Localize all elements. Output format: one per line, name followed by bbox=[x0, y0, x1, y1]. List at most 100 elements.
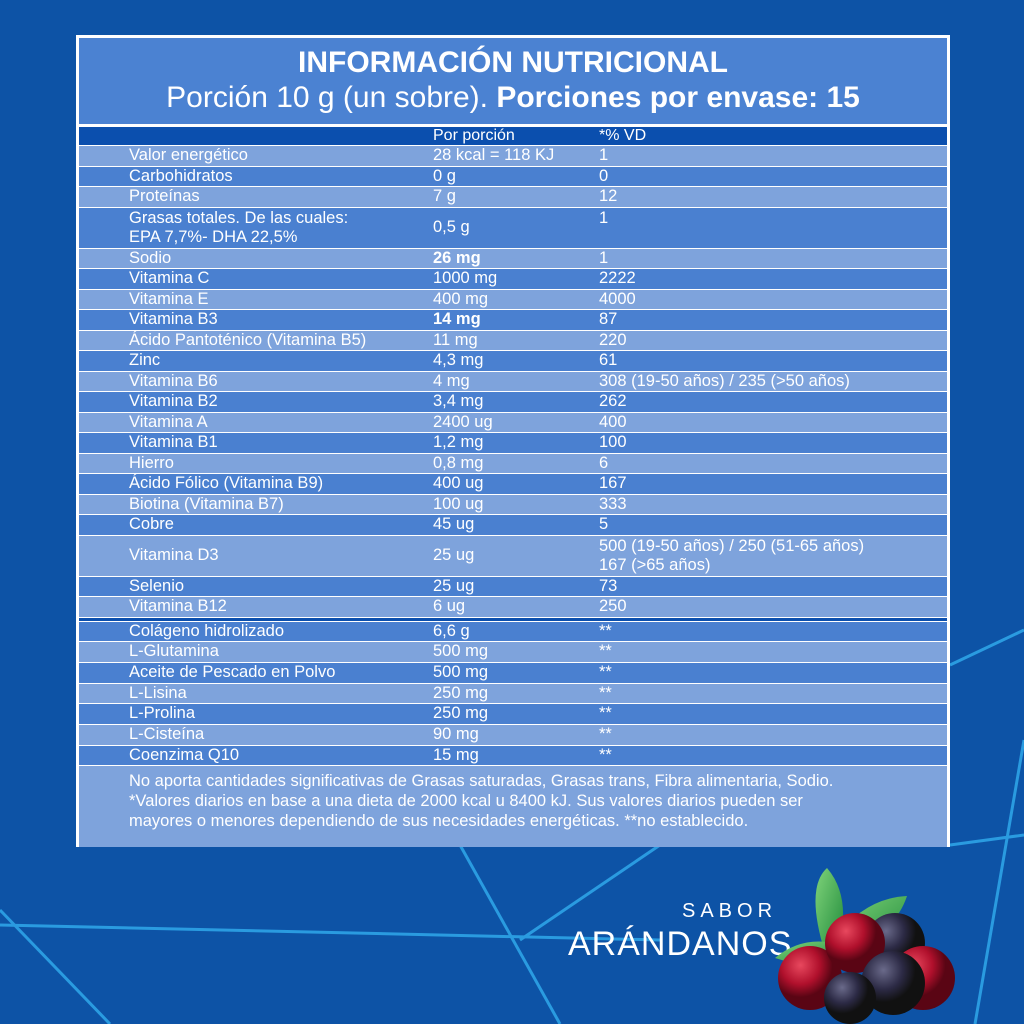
nutrient-value: 3,4 mg bbox=[433, 392, 484, 410]
nutrient-value: 6,6 g bbox=[433, 621, 470, 640]
nutrient-name: Grasas totales. De las cuales: EPA 7,7%-… bbox=[129, 208, 349, 246]
nutrient-name: L-Cisteína bbox=[129, 724, 205, 743]
daily-value: 308 (19-50 años) / 235 (>50 años) bbox=[599, 371, 850, 390]
nutrient-value: 250 mg bbox=[433, 683, 489, 702]
daily-value: ** bbox=[599, 642, 612, 661]
nutrient-value: 4,3 mg bbox=[433, 351, 484, 369]
nutrient-value: 26 mg bbox=[433, 248, 481, 267]
daily-value: ** bbox=[599, 724, 612, 743]
nutrient-name: Vitamina B6 bbox=[129, 371, 218, 390]
nutrient-value: 7 g bbox=[433, 187, 456, 205]
table-row: Selenio 25 ug 73 bbox=[79, 575, 947, 596]
nutrient-value: 100 ug bbox=[433, 494, 484, 513]
servings-text: Porciones por envase: 15 bbox=[496, 81, 860, 114]
daily-value: ** bbox=[599, 662, 612, 681]
table-row: Vitamina B12 6 ug 250 bbox=[79, 596, 947, 617]
nutrition-label: INFORMACIÓN NUTRICIONAL Porción 10 g (un… bbox=[76, 35, 950, 848]
nutrient-name: Carbohidratos bbox=[129, 166, 233, 185]
daily-value: ** bbox=[599, 704, 612, 723]
daily-value: 400 bbox=[599, 412, 627, 431]
nutrient-value: 90 mg bbox=[433, 724, 479, 743]
table-row: L-Lisina 250 mg ** bbox=[79, 682, 947, 704]
table-row: Vitamina B3 14 mg 87 bbox=[79, 309, 947, 330]
flavor-name: ARÁNDANOS bbox=[568, 925, 793, 963]
footnote-line: No aporta cantidades significativas de G… bbox=[129, 772, 834, 791]
table-row: Sodio 26 mg 1 bbox=[79, 247, 947, 268]
nutrient-value: 500 mg bbox=[433, 642, 489, 661]
nutrient-value: 28 kcal = 118 KJ bbox=[433, 146, 555, 164]
daily-value: ** bbox=[599, 745, 612, 764]
daily-value: 73 bbox=[599, 576, 618, 595]
table-row: L-Glutamina 500 mg ** bbox=[79, 641, 947, 662]
nutrient-value: 25 ug bbox=[433, 545, 475, 564]
nutrient-name: Vitamina C bbox=[129, 269, 210, 287]
nutrient-value: 14 mg bbox=[433, 310, 481, 328]
nutrient-value: 250 mg bbox=[433, 704, 489, 723]
daily-value: 0 bbox=[599, 166, 609, 185]
table-row: L-Prolina 250 mg ** bbox=[79, 703, 947, 724]
daily-value: ** bbox=[599, 621, 612, 640]
footnote-line: *Valores diarios en base a una dieta de … bbox=[129, 792, 803, 811]
label-title: INFORMACIÓN NUTRICIONAL bbox=[298, 46, 728, 79]
table-row: Colágeno hidrolizado 6,6 g ** bbox=[79, 620, 947, 642]
nutrient-value: 0,8 mg bbox=[433, 453, 484, 472]
nutrient-value: 500 mg bbox=[433, 662, 489, 681]
nutrient-name: Valor energético bbox=[129, 146, 248, 164]
daily-value: 12 bbox=[599, 187, 618, 205]
table-row: Biotina (Vitamina B7) 100 ug 333 bbox=[79, 493, 947, 514]
daily-value: 333 bbox=[599, 494, 627, 513]
nutrient-name: Vitamina B12 bbox=[129, 597, 227, 615]
footnotes: No aporta cantidades significativas de G… bbox=[79, 765, 947, 848]
berries-illustration-icon bbox=[775, 868, 955, 1024]
nutrient-value: 15 mg bbox=[433, 745, 479, 764]
table-row: Ácido Fólico (Vitamina B9) 400 ug 167 bbox=[79, 473, 947, 494]
table-row: Zinc 4,3 mg 61 bbox=[79, 350, 947, 371]
table-row: Vitamina B2 3,4 mg 262 bbox=[79, 391, 947, 412]
daily-value: 87 bbox=[599, 310, 618, 328]
nutrient-value: 2400 ug bbox=[433, 412, 493, 431]
daily-value: 5 bbox=[599, 515, 609, 533]
table-row: Vitamina D3 25 ug 500 (19-50 años) / 250 (… bbox=[79, 534, 947, 576]
daily-value: 4000 bbox=[599, 289, 636, 308]
nutrient-name: Aceite de Pescado en Polvo bbox=[129, 662, 336, 681]
flavor-prefix: SABOR bbox=[682, 900, 778, 922]
table-row: L-Cisteína 90 mg ** bbox=[79, 723, 947, 745]
table-row: Vitamina E 400 mg 4000 bbox=[79, 288, 947, 309]
nutrient-value: 4 mg bbox=[433, 371, 470, 390]
nutrient-value: 45 ug bbox=[433, 515, 475, 533]
table-row: Vitamina B6 4 mg 308 (19-50 años) / 235 (>… bbox=[79, 370, 947, 391]
daily-value: 61 bbox=[599, 351, 618, 369]
vd-header: *% VD bbox=[599, 127, 647, 144]
nutrient-name: Ácido Pantoténico (Vitamina B5) bbox=[129, 330, 367, 349]
daily-value: 1 bbox=[599, 208, 609, 227]
nutrient-value: 11 mg bbox=[433, 330, 478, 349]
supplement-table: Colágeno hidrolizado 6,6 g ** L-Glutamina 50… bbox=[79, 620, 947, 766]
daily-value: 1 bbox=[599, 146, 609, 164]
table-row: Vitamina C 1000 mg 2222 bbox=[79, 268, 947, 289]
table-row: Valor energético 28 kcal = 118 KJ 1 bbox=[79, 145, 947, 166]
footnote-line: mayores o menores dependiendo de sus nec… bbox=[129, 812, 749, 831]
nutrient-name: Selenio bbox=[129, 576, 185, 595]
table-row: Ácido Pantoténico (Vitamina B5) 11 mg 220 bbox=[79, 329, 947, 350]
per-portion-header: Por porción bbox=[433, 127, 515, 144]
daily-value: 1 bbox=[599, 248, 609, 267]
nutrient-value: 25 ug bbox=[433, 576, 475, 595]
nutrient-value: 1000 mg bbox=[433, 269, 498, 287]
section-divider bbox=[79, 616, 947, 621]
portion-text: Porción 10 g (un sobre). bbox=[166, 81, 488, 114]
nutrient-name: Cobre bbox=[129, 515, 174, 533]
daily-value: ** bbox=[599, 683, 612, 702]
label-subtitle: Porción 10 g (un sobre). Porciones por e… bbox=[79, 80, 947, 116]
nutrient-name: Coenzima Q10 bbox=[129, 745, 240, 764]
nutrient-name: Hierro bbox=[129, 453, 174, 472]
nutrient-name: Sodio bbox=[129, 248, 172, 267]
table-row: Cobre 45 ug 5 bbox=[79, 514, 947, 535]
nutrient-value: 6 ug bbox=[433, 597, 466, 615]
nutrient-name: L-Prolina bbox=[129, 704, 196, 723]
table-row: Coenzima Q10 15 mg ** bbox=[79, 744, 947, 766]
table-row: Aceite de Pescado en Polvo 500 mg ** bbox=[79, 661, 947, 683]
nutrient-name: L-Glutamina bbox=[129, 642, 219, 661]
nutrient-name: Biotina (Vitamina B7) bbox=[129, 494, 284, 513]
nutrient-value: 400 ug bbox=[433, 474, 484, 492]
